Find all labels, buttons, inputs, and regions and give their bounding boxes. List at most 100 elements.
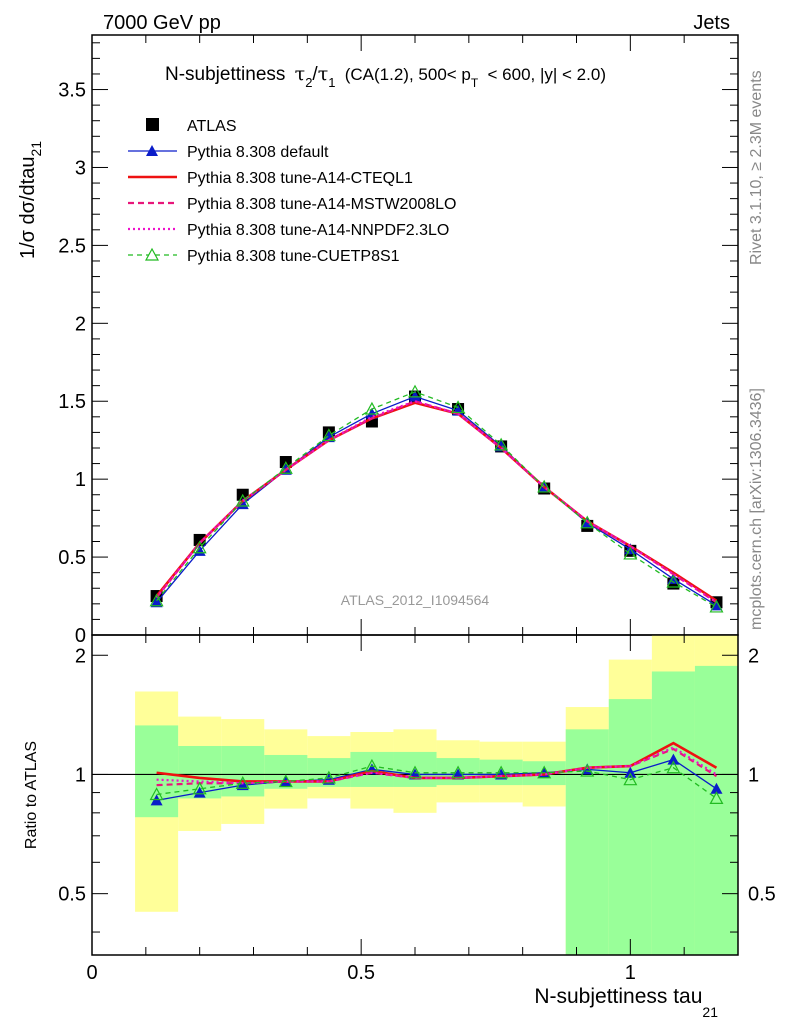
legend-marker-atlas: [146, 118, 159, 131]
ratio-line-3: [156, 746, 718, 785]
y-tick-label: 1.5: [58, 391, 86, 413]
ratio-line-0: [156, 758, 717, 802]
title-cond-sub: T: [471, 76, 479, 90]
main-x-ticks: [91, 35, 739, 635]
ratio-y-ticks: 0.5 0.5 1 1 2 2: [58, 645, 776, 933]
x-axis-label-main: N-subjettiness tau: [534, 985, 702, 1008]
ratio-band-green: [608, 699, 652, 955]
ratio-y-tick-label-right: 0.5: [748, 884, 776, 906]
ratio-marker-cuetp8s1: [407, 765, 423, 779]
ratio-marker-cuetp8s1: [666, 760, 681, 774]
x-tick-label: 1: [625, 962, 636, 984]
marker-cuetp8s1: [537, 479, 552, 493]
legend-label: ATLAS: [187, 118, 237, 135]
legend-marker-tri: [146, 145, 158, 156]
title-tau2: τ: [295, 63, 306, 85]
marker-cuetp8s1: [451, 400, 466, 414]
marker-cuetp8s1: [149, 593, 164, 607]
series-line-3: [155, 400, 718, 604]
x-tick-label: 0.5: [347, 962, 375, 984]
marker-cuetp8s1: [235, 493, 250, 507]
marker-cuetp8s1: [278, 460, 293, 474]
rivet-label: Rivet 3.1.10, ≥ 2.3M events: [748, 70, 765, 265]
title-tau1-sub: 1: [328, 75, 335, 90]
main-panel: 0 0.5 1 1.5 2 2.5 3 3.5: [58, 34, 739, 647]
ratio-panel: 0.5 0.5 1 1 2 2 0 0.5 1: [58, 634, 776, 984]
marker-cuetp8s1: [321, 428, 336, 442]
energy-label: 7000 GeV pp: [103, 12, 221, 34]
mcplots-label: mcplots.cern.ch [arXiv:1306.3436]: [748, 388, 765, 630]
marker-cuetp8s1: [364, 401, 379, 415]
x-tick-label: 0: [86, 962, 97, 984]
ratio-marker-default: [624, 766, 637, 778]
marker-cuetp8s1: [623, 546, 638, 560]
plot-title: N-subjettiness τ2/τ1 (CA(1.2), 500< pT <…: [165, 63, 606, 92]
marker-cuetp8s1: [666, 574, 681, 588]
ratio-marker-default: [236, 779, 249, 791]
ratio-marker-default: [193, 786, 206, 798]
ratio-marker-cuetp8s1: [149, 787, 164, 801]
jets-label: Jets: [693, 12, 730, 34]
ratio-y-tick-label-left: 2: [75, 645, 86, 667]
ratio-marker-default: [710, 782, 723, 794]
ratio-band-green: [651, 671, 695, 955]
y-tick-label: 2.5: [58, 235, 86, 257]
legend-marker-tri-open: [144, 247, 160, 261]
series-line-1: [156, 395, 717, 606]
title-cond-a: (CA(1.2), 500< p: [345, 65, 471, 84]
ratio-x-ticks: 0 0.5 1: [86, 635, 739, 984]
legend: ATLAS Pythia 8.308 default Pythia 8.308 tu…: [128, 118, 456, 265]
legend-label: Pythia 8.308 tune-A14-NNPDF2.3LO: [187, 222, 449, 239]
marker-cuetp8s1: [580, 515, 595, 529]
ratio-marker-cuetp8s1: [235, 776, 250, 789]
x-axis-label: N-subjettiness tau21: [534, 985, 718, 1020]
ratio-marker-cuetp8s1: [192, 781, 207, 795]
ratio-y-tick-label-left: 0.5: [58, 884, 86, 906]
ratio-marker-cuetp8s1: [321, 770, 336, 784]
legend-label: Pythia 8.308 tune-CUETP8S1: [187, 248, 400, 265]
y-tick-label: 3.5: [58, 80, 86, 102]
title-main: N-subjettiness: [165, 64, 285, 85]
ratio-marker-cuetp8s1: [623, 772, 638, 786]
marker-default: [150, 596, 163, 608]
x-axis-label-sub: 21: [702, 1004, 718, 1020]
y-tick-label: 0: [75, 625, 86, 647]
ratio-marker-cuetp8s1: [537, 765, 552, 779]
ratio-marker-cuetp8s1: [709, 791, 724, 805]
y-tick-label: 3: [75, 157, 86, 179]
ratio-marker-cuetp8s1: [494, 765, 509, 779]
legend-label: Pythia 8.308 default: [187, 144, 329, 161]
y-axis-label-sub: 21: [28, 141, 44, 157]
main-y-ticks: 0 0.5 1 1.5 2 2.5 3 3.5: [58, 42, 738, 647]
ratio-band-green: [694, 665, 738, 955]
ratio-marker-default: [667, 753, 680, 765]
analysis-id: ATLAS_2012_I1094564: [341, 592, 490, 608]
y-tick-label: 2: [75, 313, 86, 335]
title-tau2-sub: 2: [305, 75, 312, 90]
ratio-y-tick-label-right: 2: [748, 645, 759, 667]
y-axis-label: 1/σ dσ/dtau21: [17, 141, 44, 259]
marker-cuetp8s1: [709, 599, 724, 613]
ratio-band-green: [565, 729, 609, 955]
marker-cuetp8s1: [192, 540, 207, 554]
title-cond-b: < 600, |y| < 2.0): [488, 65, 606, 84]
y-axis-label-main: 1/σ dσ/dtau: [17, 157, 39, 260]
y-tick-label: 0.5: [58, 547, 86, 569]
ratio-marker-cuetp8s1: [364, 758, 379, 772]
data-point-atlas: [193, 533, 206, 546]
title-tau1: τ: [318, 63, 329, 85]
title-slash: /: [312, 64, 318, 85]
main-plot-area: [149, 384, 724, 613]
ratio-y-tick-label-right: 1: [748, 764, 759, 786]
series-line-2: [155, 401, 718, 602]
marker-default: [409, 390, 421, 402]
y-tick-label: 1: [75, 469, 86, 491]
ratio-marker-cuetp8s1: [451, 765, 466, 779]
legend-label: Pythia 8.308 tune-A14-MSTW2008LO: [187, 196, 456, 213]
ratio-marker-cuetp8s1: [278, 774, 293, 788]
legend-label: Pythia 8.308 tune-A14-CTEQL1: [187, 170, 413, 187]
ratio-marker-cuetp8s1: [580, 763, 595, 777]
marker-cuetp8s1: [407, 384, 423, 398]
ratio-plot-area: [92, 635, 738, 955]
